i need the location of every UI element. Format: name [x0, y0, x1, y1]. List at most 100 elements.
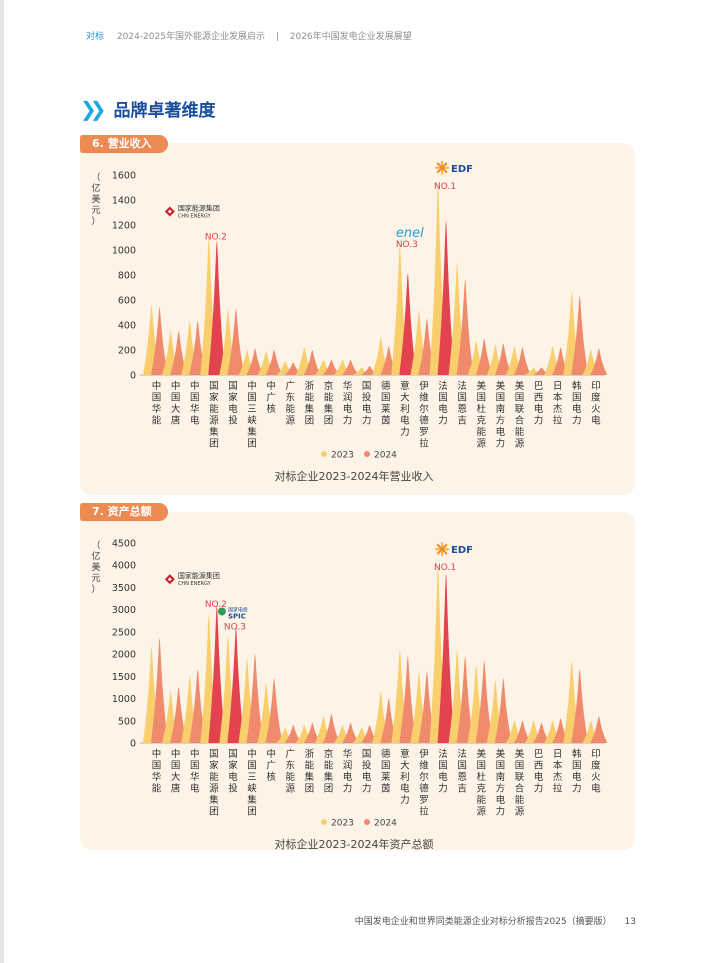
x-tick-label-char: 集: [247, 426, 257, 438]
y-axis-label-char: 美: [91, 561, 100, 573]
x-tick-label-char: 国: [152, 761, 162, 772]
x-tick-label-char: 三: [247, 404, 257, 415]
x-tick-label-char: 力: [572, 783, 582, 795]
x-tick-label-char: 团: [305, 784, 315, 795]
x-tick-label-char: 本: [553, 760, 563, 772]
x-tick-label-char: 罗: [419, 795, 429, 806]
x-tick-label-char: 中: [266, 748, 276, 760]
x-tick-label-char: 国: [496, 393, 506, 404]
bar-2024: [494, 343, 512, 375]
x-tick-label-char: 源: [209, 784, 219, 795]
nav-item-2[interactable]: 2026年中国发电企业发展展望: [289, 32, 412, 42]
x-tick-label-char: 度: [591, 392, 601, 404]
x-tick-label-char: 能: [209, 771, 219, 783]
top-navigation: 对标 2024-2025年国外能源企业发展启示 | 2026年中国发电企业发展展…: [86, 29, 412, 42]
bar-2024: [513, 720, 531, 743]
x-tick-label-char: 能: [285, 771, 295, 783]
x-tick-label-char: 三: [247, 772, 257, 783]
nav-separator: |: [275, 32, 279, 42]
x-tick-label-char: 源: [515, 439, 525, 450]
x-tick-label-char: 日: [553, 381, 563, 392]
x-tick-label-char: 美: [515, 380, 525, 392]
x-tick-label-char: 国: [381, 393, 391, 404]
bar-2024: [303, 350, 321, 375]
rank-label: NO.1: [434, 563, 456, 573]
chn-energy-logo-en: CHN ENERGY: [178, 214, 212, 220]
legend-label-2023: 2023: [331, 451, 354, 461]
x-tick-label-char: 度: [591, 760, 601, 772]
x-tick-label-char: 中: [247, 748, 257, 760]
nav-item-1[interactable]: 2024-2025年国外能源企业发展启示: [116, 32, 265, 42]
y-axis-label-char: ）: [91, 584, 100, 595]
spic-logo-en: SPIC: [228, 612, 246, 620]
x-tick-label-char: 意: [400, 748, 410, 760]
x-tick-label-char: 国: [496, 761, 506, 772]
x-tick-label-char: 源: [285, 416, 295, 427]
x-tick-label-char: 华: [152, 403, 162, 415]
x-tick-label-char: 合: [515, 783, 525, 795]
y-tick-label: 1000: [112, 694, 136, 705]
rank-label: NO.2: [205, 600, 227, 610]
bar-2024: [284, 725, 302, 743]
bar-2024-highlight: [227, 627, 245, 743]
bar-2024: [246, 654, 264, 743]
y-axis-label-char: 元: [91, 206, 100, 216]
x-tick-label-char: 能: [515, 426, 525, 438]
x-tick-label-char: 广: [285, 380, 295, 392]
x-tick-label-char: 法: [457, 748, 467, 760]
x-tick-label-char: 家: [228, 760, 238, 772]
x-tick-label-char: 源: [476, 807, 486, 818]
x-tick-label-char: 美: [476, 748, 486, 760]
x-tick-label-char: 拉: [553, 415, 563, 427]
bar-2024: [322, 360, 340, 375]
bar-2024: [475, 660, 493, 743]
y-tick-label: 1500: [112, 672, 136, 683]
x-tick-label-char: 国: [228, 381, 238, 392]
x-tick-label-char: 能: [152, 415, 162, 427]
x-tick-label-char: 大: [171, 771, 181, 783]
x-tick-label-char: 集: [324, 403, 334, 415]
x-tick-label-char: 国: [457, 393, 467, 404]
x-tick-label-char: 拉: [419, 438, 429, 450]
x-tick-label-char: 中: [171, 380, 181, 392]
x-tick-label-char: 伊: [419, 748, 429, 760]
x-tick-label-char: 方: [496, 783, 506, 795]
x-tick-label-char: 韩: [572, 748, 582, 760]
x-tick-label-char: 源: [476, 439, 486, 450]
x-tick-label-char: 电: [228, 771, 238, 783]
bar-series-group: [143, 565, 608, 743]
nav-item-active[interactable]: 对标: [86, 32, 105, 42]
bar-2024: [151, 638, 169, 743]
x-tick-label-char: 克: [476, 416, 486, 427]
assets-caption: 对标企业2023-2024年资产总额: [274, 838, 434, 851]
x-tick-label-char: 韩: [572, 380, 582, 392]
bar-2024: [456, 656, 474, 743]
bar-2024: [170, 687, 188, 743]
x-tick-label-char: 德: [419, 415, 429, 427]
x-tick-label-char: 力: [400, 794, 410, 806]
x-tick-label-char: 电: [343, 403, 353, 415]
x-tick-label-char: 电: [591, 783, 601, 795]
x-tick-label-char: 尔: [419, 771, 429, 783]
x-tick-label-char: 国: [572, 393, 582, 404]
x-tick-label-char: 国: [362, 749, 372, 760]
x-tick-label-char: 美: [476, 380, 486, 392]
company-logo: NO.1 EDF: [434, 160, 473, 192]
x-tick-label-char: 力: [343, 783, 353, 795]
x-tick-label-char: 国: [515, 393, 525, 404]
x-tick-label-char: 投: [362, 760, 372, 772]
x-tick-label-char: 杜: [476, 403, 486, 415]
x-tick-label-char: 集: [209, 426, 219, 438]
bar-2024: [590, 716, 608, 743]
x-tick-label-char: 国: [247, 761, 257, 772]
bar-2024: [513, 347, 531, 375]
x-tick-label-char: 华: [190, 771, 200, 783]
x-tick-label-char: 国: [152, 393, 162, 404]
y-tick-label: 3000: [112, 605, 136, 616]
x-tick-label-char: 唐: [171, 783, 181, 795]
x-tick-label-char: 吉: [457, 784, 467, 795]
y-axis-label-char: 美: [91, 193, 100, 205]
x-tick-label-char: 能: [305, 392, 315, 404]
legend-swatch-2024: [364, 819, 370, 825]
